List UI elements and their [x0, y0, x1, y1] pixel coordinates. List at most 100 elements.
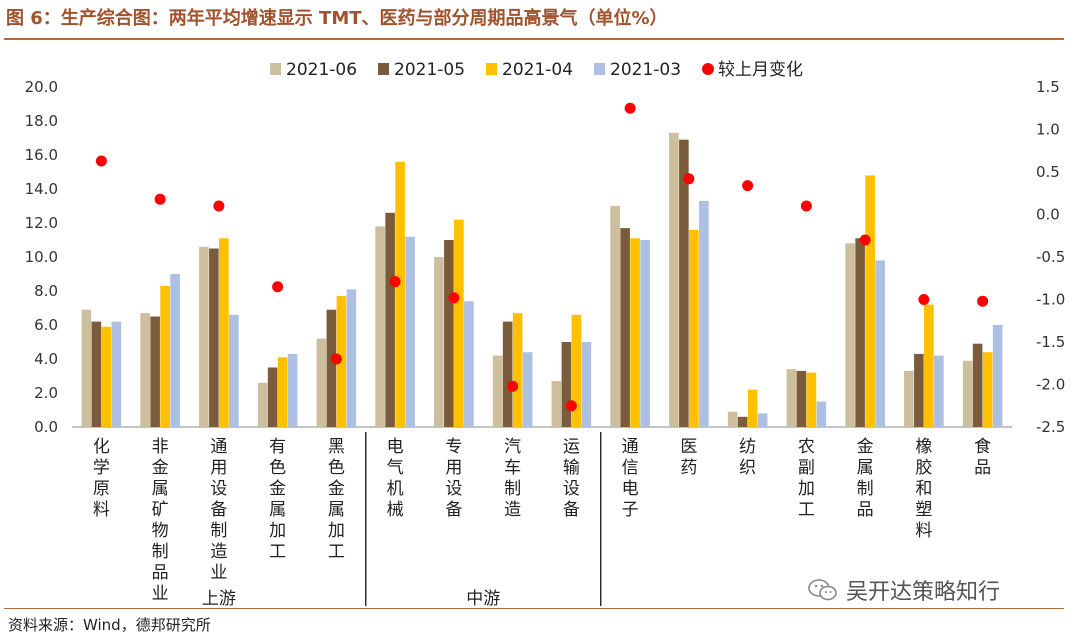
bar-2021-06-7	[492, 355, 503, 427]
change-dot-2	[213, 200, 225, 212]
y2-tick-label: -2.0	[1036, 376, 1065, 394]
y2-tick-label: 1.5	[1036, 78, 1060, 96]
title-rule	[4, 38, 1064, 40]
bar-2021-04-10	[689, 229, 699, 427]
legend-label: 2021-06	[286, 60, 357, 80]
bar-2021-04-12	[806, 372, 817, 427]
bar-2021-05-2	[209, 248, 219, 427]
change-dot-0	[95, 155, 107, 167]
category-label: 通信电子	[622, 437, 639, 520]
y2-tick-label: -0.5	[1036, 248, 1065, 266]
y-tick-label: 2.0	[34, 384, 58, 402]
y2-tick-label: 0.0	[1036, 206, 1060, 224]
bar-2021-04-7	[512, 313, 523, 427]
y2-tick-label: -1.5	[1036, 333, 1065, 351]
change-dot-1	[154, 193, 166, 205]
chart-legend: 2021-06 2021-05 2021-04 2021-03 较上月变化	[270, 60, 803, 80]
bar-2021-04-8	[571, 314, 582, 427]
bar-2021-03-13	[875, 260, 885, 427]
bar-2021-06-1	[140, 313, 150, 427]
bar-2021-03-10	[699, 200, 709, 427]
category-label: 农副加工	[798, 437, 815, 520]
bar-2021-04-6	[454, 219, 464, 427]
bar-2021-03-4	[346, 289, 357, 427]
change-dot-12	[800, 200, 812, 212]
bar-2021-05-11	[737, 416, 748, 427]
bar-2021-06-0	[81, 309, 92, 427]
bar-2021-06-14	[904, 370, 914, 427]
bottom-rule	[4, 608, 1064, 609]
y2-tick-label: -2.5	[1036, 418, 1065, 436]
legend-swatch	[270, 63, 281, 75]
category-label: 通用设备制造业	[210, 437, 227, 583]
group-label: 上游	[202, 589, 236, 609]
chart-category-labels: 化学原料 非金属矿物制品业 通用设备制造业 有色金属加工 黑色金属加工 电气机械 专用设备 汽…	[93, 437, 991, 604]
chart-axes: 0.0 2.0 4.0 6.0 8.0 10.0 12.0 14.0 16.0 18.0 20.0 1…	[25, 78, 1066, 436]
bar-2021-04-3	[277, 357, 288, 427]
y-tick-label: 20.0	[25, 78, 58, 96]
bar-2021-03-11	[757, 413, 768, 427]
y2-tick-label: -1.0	[1036, 291, 1065, 309]
source-note: 资料来源：Wind，德邦研究所	[8, 616, 211, 634]
change-dot-4	[330, 353, 342, 365]
category-label: 纺织	[739, 437, 756, 478]
change-dot-7	[507, 380, 519, 392]
legend-label: 2021-05	[394, 60, 465, 80]
bar-2021-04-9	[630, 238, 640, 427]
legend-swatch	[486, 63, 497, 75]
bar-2021-05-0	[91, 321, 102, 427]
watermark-text: 吴开达策略知行	[846, 580, 1001, 605]
change-dot-14	[918, 294, 930, 305]
change-dot-8	[565, 400, 577, 412]
bar-2021-05-7	[502, 321, 513, 427]
category-label: 非金属矿物制品业	[152, 437, 169, 604]
chart-group-labels: 上游 中游	[202, 432, 602, 609]
bar-2021-03-7	[522, 352, 533, 427]
bar-2021-05-9	[620, 228, 630, 427]
category-label: 金属制品	[857, 437, 874, 520]
bar-2021-05-13	[855, 238, 865, 427]
bar-2021-04-11	[747, 389, 758, 427]
category-label: 化学原料	[93, 437, 110, 520]
legend-swatch	[594, 63, 605, 75]
category-label: 食品	[974, 437, 991, 478]
bar-2021-06-4	[316, 338, 327, 427]
category-label: 电气机械	[387, 437, 404, 520]
bar-2021-06-11	[727, 411, 738, 427]
bar-2021-05-14	[914, 353, 924, 427]
bar-2021-04-0	[101, 326, 112, 427]
bar-2021-05-1	[150, 316, 160, 427]
y-tick-label: 4.0	[34, 350, 58, 368]
bar-2021-04-1	[160, 285, 170, 427]
y2-tick-label: 1.0	[1036, 121, 1060, 139]
bar-2021-03-9	[640, 240, 650, 427]
bar-2021-05-6	[444, 240, 454, 427]
legend-swatch	[378, 63, 389, 75]
bar-2021-05-10	[679, 139, 689, 427]
category-label: 医药	[680, 437, 697, 478]
legend-label: 较上月变化	[718, 60, 803, 80]
bar-2021-06-13	[845, 243, 855, 427]
category-label: 黑色金属加工	[328, 437, 345, 562]
y-tick-label: 8.0	[34, 282, 58, 300]
bar-2021-06-15	[962, 360, 973, 427]
y-tick-label: 6.0	[34, 316, 58, 334]
bar-2021-03-1	[170, 274, 180, 427]
y-tick-label: 0.0	[34, 418, 58, 436]
chart-bars	[81, 132, 1003, 428]
bar-2021-03-8	[581, 342, 592, 427]
bar-2021-06-5	[375, 226, 385, 427]
bar-2021-06-6	[434, 257, 444, 427]
bar-2021-05-12	[796, 370, 807, 427]
y-tick-label: 12.0	[25, 214, 58, 232]
change-dot-11	[742, 180, 754, 192]
bar-2021-03-5	[405, 236, 415, 427]
y-tick-label: 16.0	[25, 146, 58, 164]
bar-2021-03-14	[934, 355, 944, 427]
y-tick-label: 18.0	[25, 112, 58, 130]
bar-2021-03-2	[229, 314, 239, 427]
bar-2021-06-8	[551, 381, 562, 427]
group-label: 中游	[466, 589, 500, 609]
change-dot-13	[859, 234, 871, 246]
bar-2021-05-8	[561, 342, 572, 427]
